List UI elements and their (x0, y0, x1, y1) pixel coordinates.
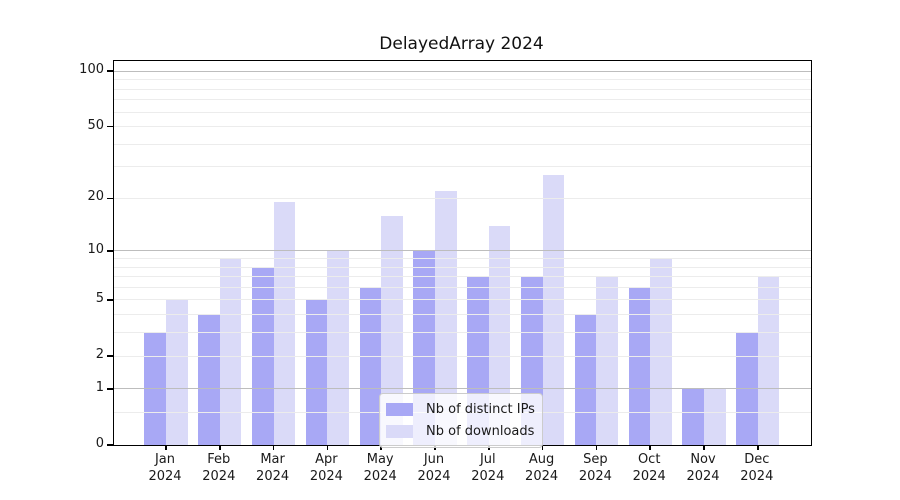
bar-downloads-jan (166, 299, 188, 445)
x-tick-label-mar: Mar 2024 (256, 452, 290, 484)
x-tick-mark (219, 445, 221, 450)
chart-title: DelayedArray 2024 (379, 34, 544, 54)
y-tick-mark (107, 388, 113, 390)
x-tick-label-aug: Aug 2024 (525, 452, 559, 484)
x-tick-label-jun: Jun 2024 (417, 452, 451, 484)
bar-downloads-apr (327, 250, 349, 445)
y-tick-label: 50 (87, 117, 104, 133)
x-tick-mark (165, 445, 167, 450)
x-tick-mark (757, 445, 759, 450)
legend: Nb of distinct IPs Nb of downloads (379, 393, 543, 448)
x-tick-label-feb: Feb 2024 (202, 452, 236, 484)
y-tick-label: 0 (95, 436, 104, 451)
x-tick-mark (326, 445, 329, 450)
y-tick-label: 5 (95, 290, 104, 306)
x-tick-label-nov: Nov 2024 (686, 452, 720, 484)
bar-downloads-jul (488, 225, 511, 445)
x-tick-label-may: May 2024 (363, 452, 397, 484)
x-tick-mark (703, 445, 705, 450)
y-tick-label: 20 (87, 189, 104, 205)
y-tick-label: 1 (95, 379, 104, 395)
x-tick-mark (595, 445, 598, 450)
bar-downloads-jun (435, 191, 457, 445)
y-tick-label: 2 (95, 347, 104, 362)
legend-swatch-distinct-ips-icon (386, 403, 413, 416)
y-tick-label: 10 (87, 241, 104, 257)
bar-downloads-may (381, 215, 403, 445)
legend-label-distinct-ips: Nb of distinct IPs (426, 402, 535, 417)
legend-label-downloads: Nb of downloads (426, 424, 535, 439)
bar-distinct-ips-may (359, 287, 382, 445)
bar-downloads-nov (704, 388, 726, 445)
bar-distinct-ips-nov (682, 388, 704, 445)
y-axis-tick-labels: 0 1 2 5 10 20 50 100 (0, 0, 104, 500)
y-tick-label: 100 (79, 62, 104, 78)
y-tick-mark (107, 355, 113, 357)
ticks-layer (107, 61, 811, 450)
y-tick-mark (107, 250, 113, 252)
bar-distinct-ips-oct (628, 287, 651, 445)
plot-area: Nb of distinct IPs Nb of downloads (107, 60, 812, 450)
x-tick-label-oct: Oct 2024 (632, 452, 666, 484)
x-tick-label-dec: Dec 2024 (740, 452, 774, 484)
bar-downloads-dec (757, 276, 780, 445)
legend-row-downloads: Nb of downloads (386, 424, 535, 439)
y-tick-mark (107, 197, 113, 200)
y-tick-mark (107, 125, 113, 128)
x-tick-label-jul: Jul 2024 (471, 452, 505, 484)
x-tick-label-sep: Sep 2024 (578, 452, 612, 484)
bar-downloads-sep (596, 276, 618, 445)
bar-downloads-aug (542, 175, 565, 445)
bar-downloads-mar (273, 202, 296, 445)
bar-distinct-ips-apr (305, 299, 328, 445)
legend-swatch-downloads-icon (386, 425, 413, 438)
x-tick-label-apr: Apr 2024 (309, 452, 343, 484)
x-tick-mark (272, 445, 275, 450)
y-tick-mark (107, 444, 113, 446)
x-tick-mark (649, 445, 651, 450)
x-tick-mark (541, 445, 544, 450)
x-tick-label-jan: Jan 2024 (148, 452, 182, 484)
legend-row-distinct-ips: Nb of distinct IPs (386, 402, 535, 417)
y-tick-mark (107, 70, 113, 72)
bar-downloads-feb (219, 258, 242, 445)
y-tick-mark (107, 299, 113, 301)
bar-downloads-oct (650, 258, 672, 445)
